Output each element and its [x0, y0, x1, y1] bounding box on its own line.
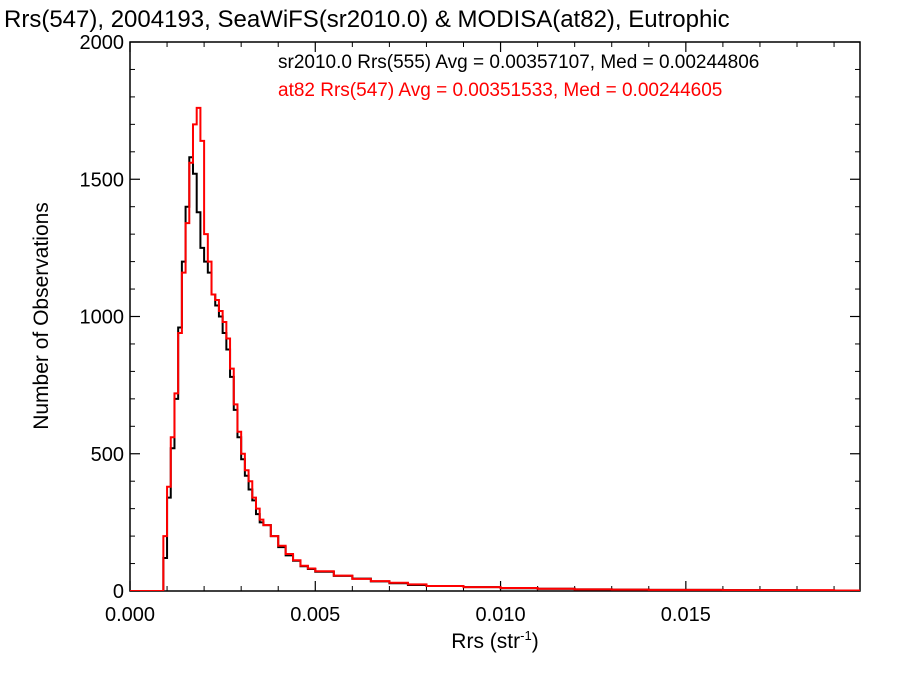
x-tick-label: 0.000: [105, 604, 155, 626]
y-axis-label: Number of Observations: [30, 202, 53, 430]
x-axis-label: Rrs (str-1): [451, 628, 538, 653]
y-tick-label: 0: [113, 581, 124, 603]
chart-title: Rrs(547), 2004193, SeaWiFS(sr2010.0) & M…: [4, 6, 730, 33]
y-tick-label: 1000: [80, 307, 125, 329]
y-tick-label: 1500: [80, 169, 125, 191]
legend-entry-at82: at82 Rrs(547) Avg = 0.00351533, Med = 0.…: [278, 80, 722, 101]
x-tick-label: 0.010: [476, 604, 526, 626]
plot-frame: [129, 41, 861, 592]
y-axis-ticks: 0 500 1000 1500 2000: [80, 32, 860, 603]
y-tick-label: 2000: [80, 32, 125, 54]
series-line-at82: [130, 106, 860, 591]
series-layer: [130, 106, 860, 591]
x-tick-label: 0.005: [290, 604, 340, 626]
series-line-sr2010: [130, 156, 860, 591]
y-tick-label: 500: [91, 444, 124, 466]
x-tick-label: 0.015: [661, 604, 711, 626]
x-axis-ticks: 0.000 0.005 0.010 0.015: [105, 42, 835, 626]
legend-entry-sr2010: sr2010.0 Rrs(555) Avg = 0.00357107, Med …: [278, 52, 759, 73]
legend: sr2010.0 Rrs(555) Avg = 0.00357107, Med …: [278, 52, 759, 101]
